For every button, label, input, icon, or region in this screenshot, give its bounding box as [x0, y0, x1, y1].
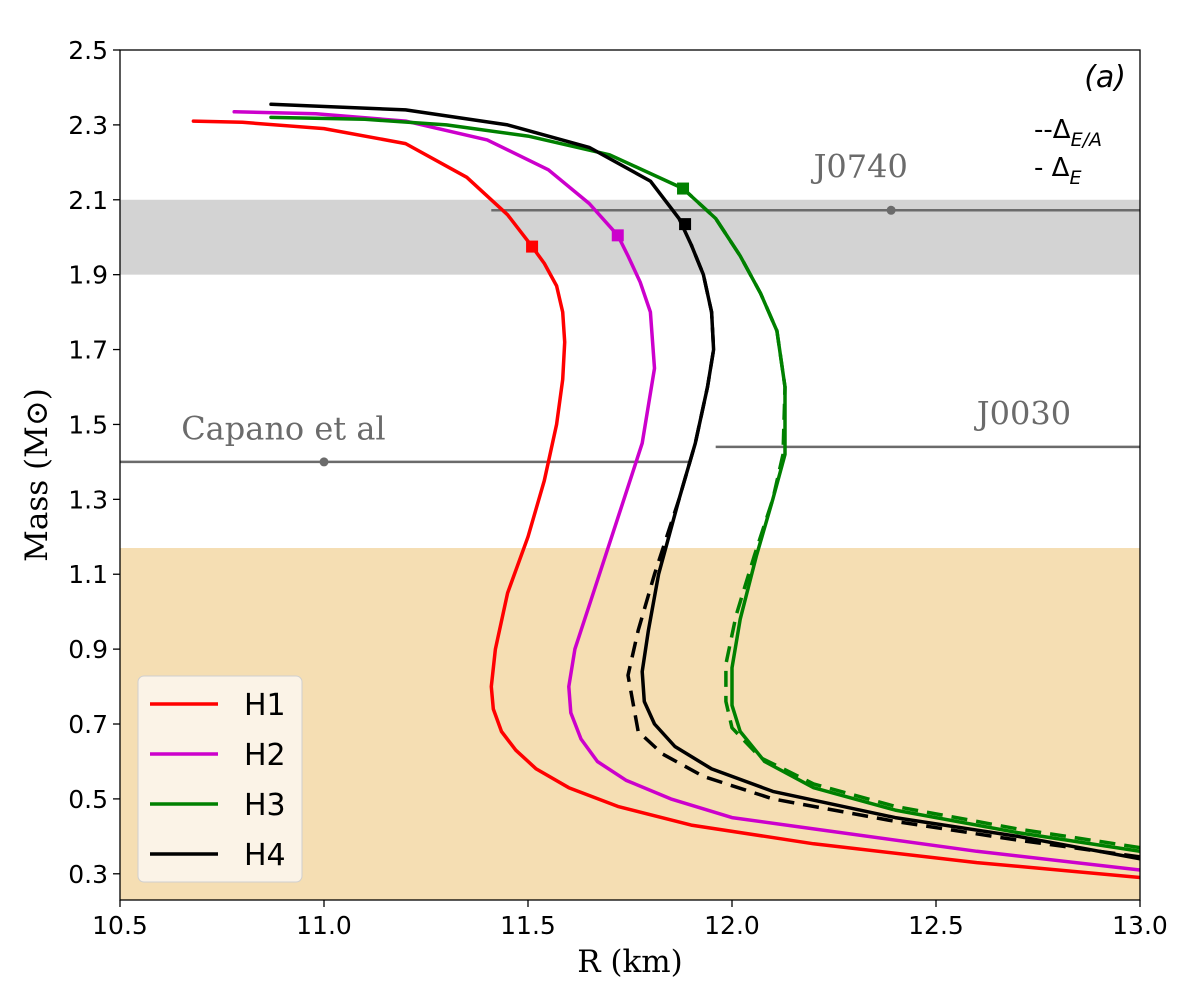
x-tick-label: 11.0	[296, 911, 352, 940]
series-H1	[191, 119, 1140, 880]
legend-label-H3: H3	[244, 788, 286, 823]
x-tick-label: 13.0	[1112, 911, 1168, 940]
y-tick-label: 2.5	[68, 36, 108, 65]
x-tick-label: 11.5	[500, 911, 556, 940]
delta-solid-label: - ΔE	[1034, 153, 1081, 189]
legend-label-H4: H4	[244, 838, 286, 873]
delta-dashed-sub: E/A	[1071, 129, 1102, 151]
marker-H2	[611, 229, 624, 242]
y-tick-label: 0.5	[68, 785, 108, 814]
delta-solid-prefix: - Δ	[1034, 153, 1070, 183]
delta-dashed-prefix: --Δ	[1034, 115, 1071, 145]
series-H3-dashed	[681, 187, 1140, 850]
series-layer	[191, 102, 1140, 880]
marker-H1	[526, 240, 539, 253]
x-tick-label: 12.5	[908, 911, 964, 940]
y-tick-label: 0.7	[68, 710, 108, 739]
y-tick-label: 1.9	[68, 261, 108, 290]
delta-legend: --ΔE/A - ΔE	[1034, 115, 1102, 189]
y-tick-label: 0.3	[68, 860, 108, 889]
y-tick-label: 1.7	[68, 336, 108, 365]
delta-dashed-label: --ΔE/A	[1034, 115, 1102, 151]
constraint-point-Capano	[319, 457, 329, 467]
x-tick-label: 12.0	[704, 911, 760, 940]
y-tick-label: 1.3	[68, 485, 108, 514]
legend-label-H1: H1	[244, 688, 286, 723]
y-tick-label: 2.3	[68, 111, 108, 140]
series-H4-dashed	[626, 244, 1140, 859]
y-tick-label: 2.1	[68, 186, 108, 215]
constraint-point-J0740	[886, 205, 896, 215]
legend: H1 H2 H3 H4	[137, 675, 303, 883]
y-tick-label: 1.5	[68, 410, 108, 439]
constraint-label-J0740: J0740	[811, 147, 908, 185]
x-axis-title: R (km)	[577, 944, 683, 980]
y-tick-label: 1.1	[68, 560, 108, 589]
panel-label: (a)	[1084, 60, 1126, 95]
constraint-label-J0030: J0030	[974, 394, 1071, 432]
markers-layer	[526, 182, 692, 253]
legend-box	[137, 675, 303, 883]
y-tick-label: 0.9	[68, 635, 108, 664]
y-axis-title: Mass (M⊙)	[19, 388, 55, 562]
marker-H3	[677, 182, 690, 195]
series-H4	[269, 102, 1140, 861]
series-H2	[232, 110, 1140, 872]
ticks-layer: 10.5 11.0 11.5 12.0 12.5 13.0 0.3 0.5 0.7 0.9 1.1 1…	[68, 36, 1168, 940]
plot-frame	[119, 49, 1141, 901]
x-tick-label: 10.5	[92, 911, 148, 940]
series-H3	[269, 115, 1140, 854]
legend-label-H2: H2	[244, 738, 286, 773]
marker-H4	[679, 218, 692, 231]
constraint-label-Capano: Capano et al	[181, 409, 385, 447]
constraints-layer: J0740 Capano et al J0030	[120, 147, 1140, 467]
delta-solid-sub: E	[1069, 167, 1081, 189]
